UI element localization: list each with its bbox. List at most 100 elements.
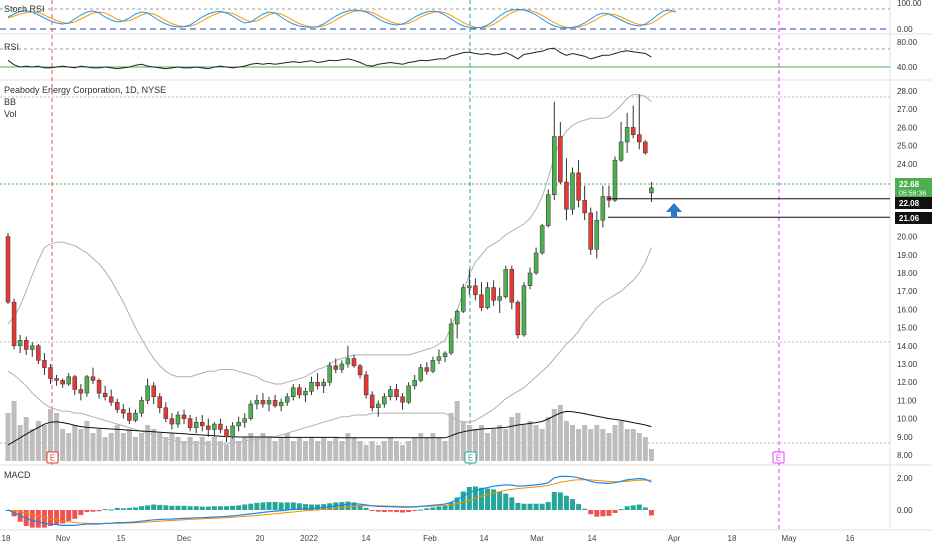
volume-bar [217, 441, 223, 461]
macd-histogram-bar [418, 509, 424, 511]
date-label: 14 [480, 534, 489, 543]
candle [339, 360, 345, 374]
stoch-d-line [7, 9, 676, 29]
volume-bar [211, 437, 217, 461]
bb-indicator-label[interactable]: BB [4, 97, 16, 107]
earnings-marker-may[interactable]: E [772, 451, 785, 464]
macd-histogram-bar [302, 504, 308, 510]
candle-body-down [558, 136, 563, 183]
vol-indicator-label[interactable]: Vol [4, 109, 17, 119]
candle-body-up [539, 225, 545, 254]
volume-bar [163, 437, 169, 461]
candle [72, 374, 78, 395]
candle-body-up [145, 385, 150, 401]
candle-body-down [260, 400, 266, 405]
volume-bar [436, 437, 442, 461]
macd-histogram-bar [369, 510, 375, 511]
candle-body-down [187, 418, 193, 428]
macd-histogram-bar [224, 506, 230, 510]
volume-bar [642, 437, 648, 461]
volume-bar [60, 429, 66, 461]
macd-histogram-bar [66, 510, 72, 521]
candle [278, 398, 284, 412]
volume-bar [17, 425, 23, 461]
macd-histogram-bar [29, 510, 35, 528]
volume-bar [551, 409, 557, 461]
candle-body-up [139, 400, 144, 414]
macd-histogram-bar [199, 506, 205, 510]
earnings-marker-nov[interactable]: E [46, 451, 59, 464]
candle-body-down [224, 429, 229, 438]
rsi-axis-label: 80.00 [897, 38, 918, 47]
date-label: Feb [423, 534, 437, 543]
candle [624, 112, 630, 153]
macd-histogram-bar [187, 506, 193, 510]
candle [133, 409, 138, 423]
macd-histogram-bar [60, 510, 66, 524]
volume-bar [5, 413, 11, 461]
candle [145, 378, 150, 405]
macd-histogram-bar [412, 510, 418, 511]
candle-body-down [127, 412, 132, 421]
volume-bar [393, 441, 399, 461]
candle-body-down [78, 389, 84, 394]
candle-body-up [382, 396, 387, 405]
volume-bar [66, 433, 72, 461]
candle [369, 391, 375, 412]
candle-body-up [454, 310, 460, 325]
volume-bar [478, 425, 484, 461]
volume-bar [515, 413, 521, 461]
candle-body-up [467, 285, 472, 288]
price-axis-label: 19.00 [897, 251, 918, 260]
candle-body-up [30, 345, 35, 350]
candle [467, 269, 472, 295]
macd-histogram-bar [363, 507, 369, 510]
candle [461, 283, 466, 314]
volume-bar [333, 437, 339, 461]
price-axis[interactable]: 28.0027.0026.0025.0024.0023.0022.0021.00… [897, 87, 918, 460]
candle-body-down [297, 387, 302, 396]
candle-body-down [151, 385, 156, 398]
volume-bar [594, 425, 600, 461]
earnings-marker-feb[interactable]: E [464, 451, 477, 464]
macd-histogram-bar [539, 503, 545, 510]
candle [521, 282, 527, 337]
volume-bar [302, 441, 308, 461]
level-label-22-08: 22.08 [895, 197, 932, 209]
volume-bar [363, 445, 369, 461]
volume-bar [545, 417, 551, 461]
macd-histogram-bar [375, 510, 381, 512]
macd-histogram-bar [424, 508, 430, 510]
volume-bar [375, 445, 381, 461]
macd-histogram-bar [260, 502, 266, 510]
macd-histogram-bar [503, 493, 509, 510]
volume-bar [169, 433, 175, 461]
candle-body-down [121, 409, 126, 414]
volume-bar [576, 429, 582, 461]
candle [42, 353, 47, 375]
volume-bar [521, 425, 527, 461]
macd-histogram-bar [636, 504, 642, 510]
price-axis-label: 11.00 [897, 396, 917, 405]
candle-body-down [564, 181, 569, 210]
candle [230, 422, 235, 439]
candle [115, 398, 120, 414]
candle [260, 393, 266, 408]
candle [309, 376, 314, 395]
candle [248, 400, 254, 421]
candle [23, 336, 29, 355]
up-arrow-annotation[interactable] [666, 203, 682, 218]
candle-body-up [618, 141, 624, 161]
price-axis-label: 18.00 [897, 269, 918, 278]
volume-bar [11, 401, 17, 461]
candle-body-up [448, 323, 454, 354]
candle [400, 393, 405, 410]
volume-bar [90, 433, 96, 461]
candle [473, 278, 478, 301]
macd-histogram-bar [563, 495, 569, 510]
candle-body-up [242, 418, 247, 423]
macd-histogram-bar [315, 504, 321, 510]
candle [558, 121, 563, 184]
candle-body-up [230, 425, 235, 438]
